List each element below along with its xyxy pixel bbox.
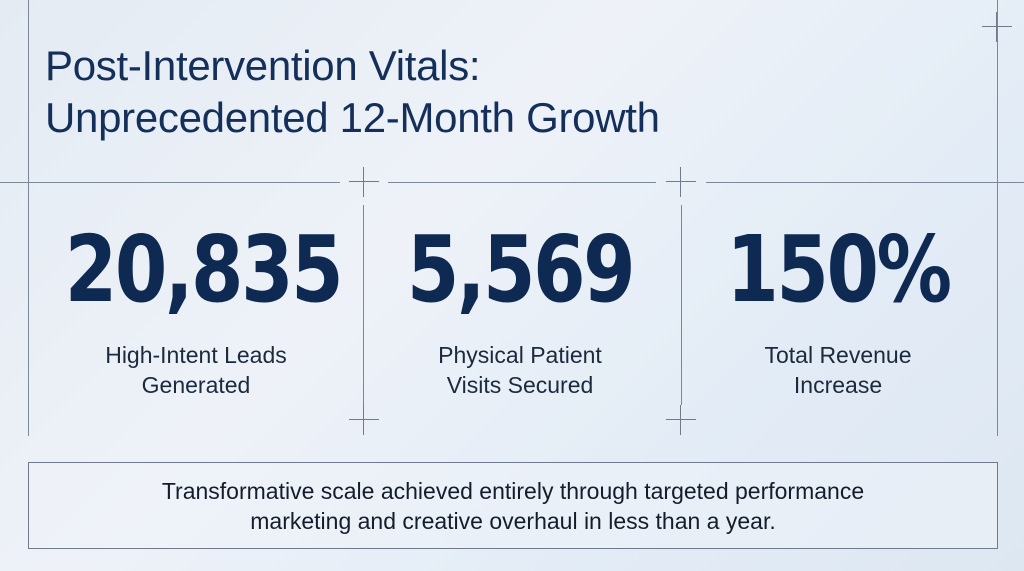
stat-revenue-label: Total Revenue Increase	[678, 340, 998, 400]
stat-visits-value: 5,569	[406, 216, 636, 323]
header-divider-line-middle	[388, 182, 656, 183]
page-title-line-2: Unprecedented 12-Month Growth	[45, 94, 660, 141]
stat-leads: 20,835 High-Intent Leads Generated	[36, 210, 356, 400]
left-frame-line	[28, 0, 29, 436]
stat-revenue-label-line-1: Total Revenue	[764, 342, 912, 368]
right-frame-line	[997, 0, 998, 436]
column-divider-1	[363, 205, 364, 405]
crosshair-divider-1-bottom-icon	[349, 405, 379, 435]
stat-visits-label: Physical Patient Visits Secured	[360, 340, 680, 400]
stat-revenue-value: 150%	[726, 216, 952, 323]
crosshair-top-right-icon	[982, 12, 1012, 42]
crosshair-divider-1-top-icon	[349, 167, 379, 197]
stat-visits-label-line-2: Visits Secured	[446, 372, 594, 398]
summary-callout-line-2: marketing and creative overhaul in less …	[250, 507, 776, 534]
crosshair-divider-2-top-icon	[666, 167, 696, 197]
stat-leads-label: High-Intent Leads Generated	[36, 340, 356, 400]
stat-leads-label-line-1: High-Intent Leads	[105, 342, 287, 368]
stat-revenue-label-line-2: Increase	[793, 372, 883, 398]
page-title-line-1: Post-Intervention Vitals:	[45, 42, 481, 89]
summary-callout-line-1: Transformative scale achieved entirely t…	[161, 477, 865, 504]
page-title: Post-Intervention Vitals: Unprecedented …	[45, 40, 660, 144]
column-divider-2	[681, 205, 682, 405]
stat-visits-label-line-1: Physical Patient	[438, 342, 602, 368]
crosshair-divider-2-bottom-icon	[666, 405, 696, 435]
header-divider-line-right	[706, 182, 1024, 183]
stat-revenue: 150% Total Revenue Increase	[678, 210, 998, 400]
header-divider-line-left	[0, 182, 340, 183]
summary-callout-box: Transformative scale achieved entirely t…	[28, 462, 998, 549]
stat-visits: 5,569 Physical Patient Visits Secured	[360, 210, 680, 400]
stat-leads-value: 20,835	[64, 216, 344, 323]
stat-leads-label-line-2: Generated	[141, 372, 251, 398]
